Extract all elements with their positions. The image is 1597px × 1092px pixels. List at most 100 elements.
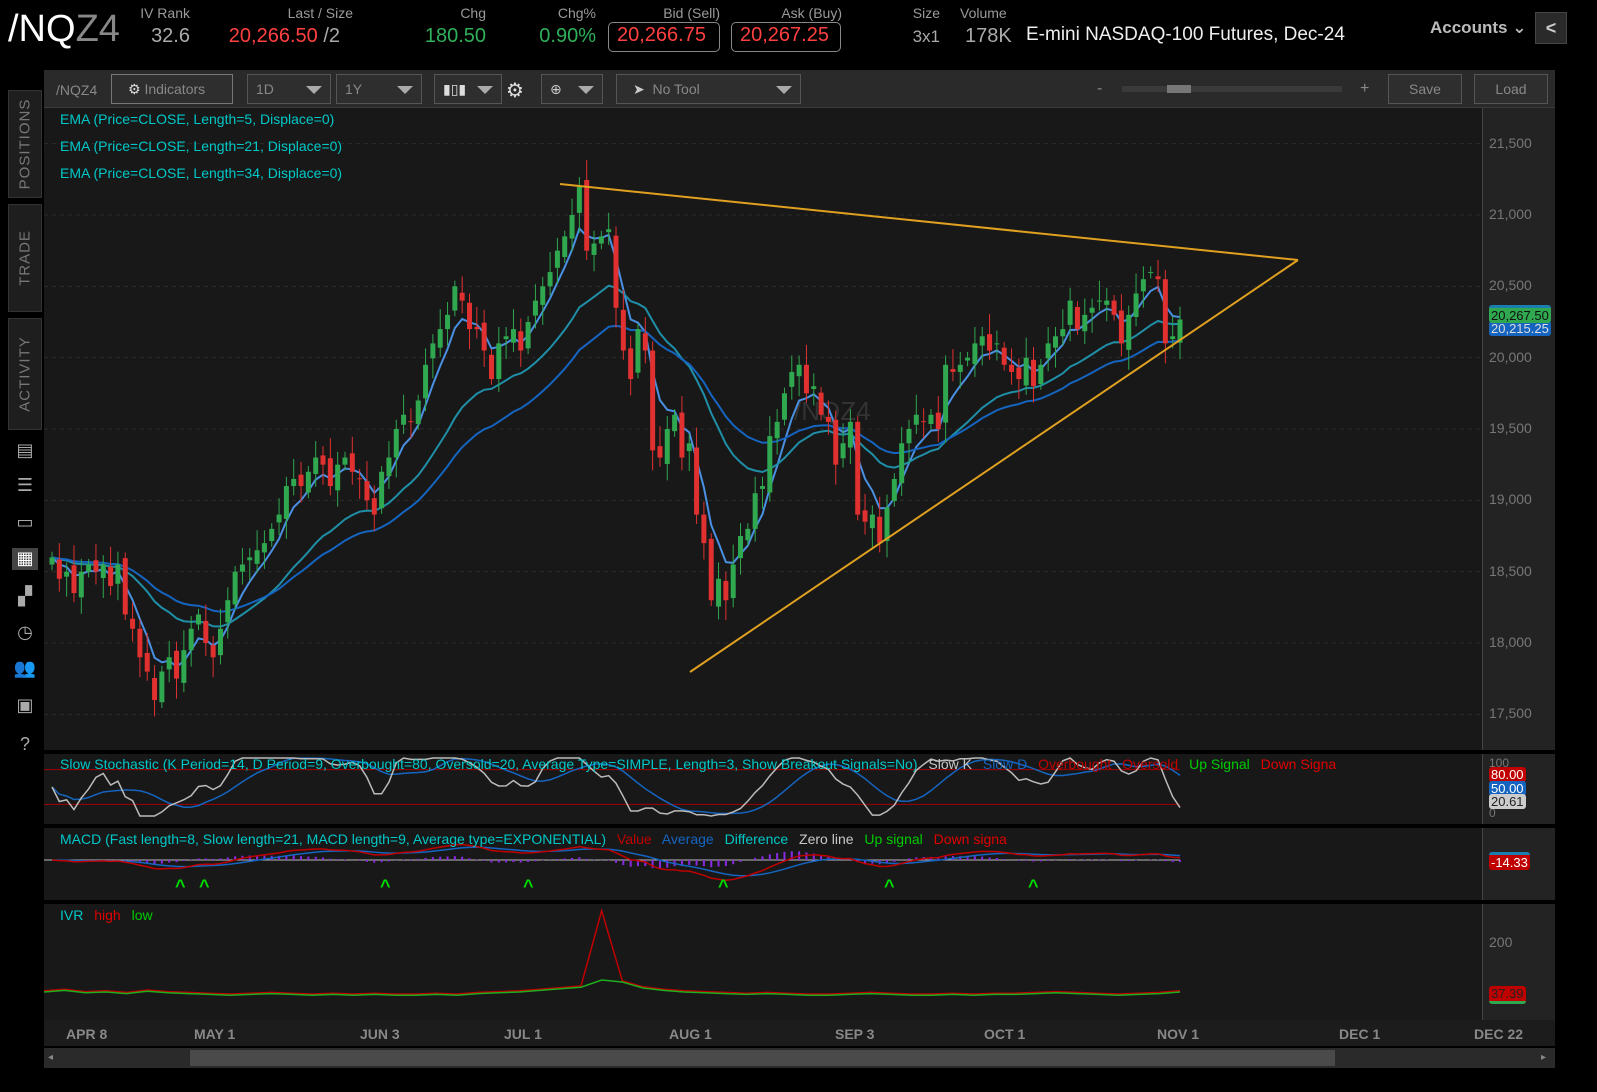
ivr-panel[interactable]: IVR high low — [44, 904, 1482, 1020]
candle-body — [1170, 336, 1176, 340]
date-tick-label: SEP 3 — [835, 1026, 875, 1042]
date-tick-label: MAY 1 — [194, 1026, 236, 1042]
candle-body — [576, 186, 582, 213]
timeframe-value: 1Y — [345, 81, 363, 97]
candle-body — [877, 516, 883, 544]
candle-body — [818, 392, 824, 415]
candle-body — [679, 412, 685, 458]
zoom-slider[interactable] — [1122, 85, 1342, 93]
candle-body — [943, 364, 949, 423]
accounts-label: Accounts — [1430, 18, 1508, 37]
accounts-menu[interactable]: Accounts ⌄ — [1430, 18, 1526, 38]
candle-body — [562, 236, 568, 258]
watermark: /NQZ4 — [794, 396, 871, 426]
ema34-label[interactable]: EMA (Price=CLOSE, Length=34, Displace=0) — [60, 165, 343, 181]
candle-body — [349, 453, 355, 472]
up-signal-arrow: ^ — [718, 876, 729, 896]
sidebar-tab-positions[interactable]: POSITIONS — [8, 90, 42, 198]
collapse-button[interactable]: < — [1535, 12, 1567, 44]
legend-item: Overbought — [1034, 756, 1112, 772]
candle-body — [987, 334, 993, 351]
ema21-label[interactable]: EMA (Price=CLOSE, Length=21, Displace=0) — [60, 138, 343, 154]
price-chart-panel[interactable]: /NQZ4 EMA (Price=CLOSE, Length=5, Displa… — [44, 108, 1482, 750]
load-button[interactable]: Load — [1474, 74, 1548, 104]
candle-body — [452, 286, 458, 311]
candle-body — [408, 421, 414, 423]
aggregation-select[interactable]: 1D — [247, 74, 331, 104]
candle-body — [166, 657, 172, 670]
candle-body — [174, 650, 180, 679]
candle-body — [445, 314, 451, 330]
candle-body — [884, 507, 890, 541]
ask-button[interactable]: 20,267.25 — [731, 22, 841, 52]
chart-style-select[interactable]: ▮▯▮ — [434, 74, 502, 104]
clock-icon[interactable]: ◷ — [17, 622, 33, 642]
indicators-button[interactable]: ⚙ Indicators — [111, 74, 233, 104]
stochastic-panel[interactable]: Slow Stochastic (K Period=14, D Period=9… — [44, 754, 1482, 824]
legend-item: Oversold — [1118, 756, 1179, 772]
candle-body — [694, 447, 700, 515]
symbol-suffix: Z4 — [75, 8, 120, 50]
volume-value: 178K — [965, 25, 1012, 47]
candle-body — [188, 628, 194, 651]
sidebar-tab-trade[interactable]: TRADE — [8, 204, 42, 312]
candle-body — [518, 331, 524, 351]
zoom-in-button[interactable]: + — [1360, 80, 1370, 97]
ema5-label[interactable]: EMA (Price=CLOSE, Length=5, Displace=0) — [60, 111, 335, 127]
horizontal-scrollbar[interactable]: ◂ ▸ — [44, 1048, 1555, 1068]
macd-panel[interactable]: ^ ^ ^ ^ ^ ^ ^ MACD (Fast length=8, Slow length… — [44, 828, 1482, 900]
candle-body — [481, 322, 487, 351]
candle-body — [1111, 300, 1117, 315]
globe-icon: ⊕ — [550, 81, 562, 97]
candle-body — [950, 369, 956, 372]
candle-body — [1001, 347, 1007, 365]
midline-tag: 50.00 — [1489, 781, 1526, 796]
ivr-chart — [44, 908, 1181, 996]
calendar-icon[interactable]: ▣ — [16, 695, 34, 715]
chart-grid-icon[interactable]: ▦ — [12, 548, 38, 570]
candle-body — [364, 481, 370, 501]
tv-icon[interactable]: ▭ — [16, 512, 34, 532]
settings-gear-icon[interactable]: ⚙ — [506, 80, 524, 102]
date-tick-label: NOV 1 — [1157, 1026, 1200, 1042]
size-label: Size — [912, 5, 940, 21]
price-tick-label: 17,500 — [1489, 705, 1532, 722]
date-tick-label: APR 8 — [66, 1026, 108, 1042]
candle-body — [430, 343, 436, 359]
community-icon[interactable]: 👥 — [13, 658, 37, 678]
help-icon[interactable]: ? — [19, 734, 30, 754]
layout-icon[interactable]: ▞ — [18, 586, 32, 606]
ivr-axis: 200 37.39 — [1482, 904, 1555, 1020]
watchlist-icon[interactable]: ☰ — [16, 475, 34, 495]
zoom-slider-thumb[interactable] — [1167, 85, 1191, 93]
candle-body — [847, 421, 853, 448]
date-axis[interactable]: APR 8 MAY 1 JUN 3 JUL 1 AUG 1 SEP 3 OCT 1 NOV 1… — [44, 1020, 1555, 1046]
scroll-right-icon[interactable]: ▸ — [1541, 1052, 1547, 1063]
trendline-lower[interactable] — [689, 259, 1299, 673]
candle-body — [159, 671, 165, 703]
stochastic-legend[interactable]: Slow Stochastic (K Period=14, D Period=9… — [60, 756, 1336, 772]
price-axis[interactable]: 20,215.25 20,267.50 21,500 21,000 20,500 20… — [1482, 108, 1555, 750]
instrument-description: E-mini NASDAQ-100 Futures, Dec-24 — [1026, 24, 1345, 45]
bid-button[interactable]: 20,266.75 — [608, 22, 720, 52]
candle-body — [635, 329, 641, 373]
macd-legend[interactable]: MACD (Fast length=8, Slow length=21, MAC… — [60, 831, 1007, 847]
scroll-left-icon[interactable]: ◂ — [48, 1052, 54, 1063]
sidebar-tab-activity[interactable]: ACTIVITY — [8, 318, 42, 430]
drawing-style-select[interactable]: ⊕ — [541, 74, 603, 104]
drawing-tool-select[interactable]: ➤ No Tool — [616, 74, 801, 104]
ivr-low-line — [44, 979, 1181, 996]
candle-body — [1104, 300, 1110, 305]
chart-news-icon[interactable]: ▤ — [16, 440, 34, 460]
macd-value-line — [51, 843, 1181, 881]
candle-body — [1016, 367, 1022, 380]
candle-body — [525, 322, 531, 349]
date-tick-label: DEC 22 — [1474, 1026, 1524, 1042]
scrollbar-thumb[interactable] — [190, 1050, 1335, 1066]
ivr-legend[interactable]: IVR high low — [60, 907, 153, 923]
timeframe-select[interactable]: 1Y — [336, 74, 422, 104]
save-button[interactable]: Save — [1388, 74, 1462, 104]
zoom-out-button[interactable]: - — [1097, 80, 1103, 97]
trendline-upper[interactable] — [559, 183, 1299, 261]
legend-item: low — [127, 907, 153, 923]
